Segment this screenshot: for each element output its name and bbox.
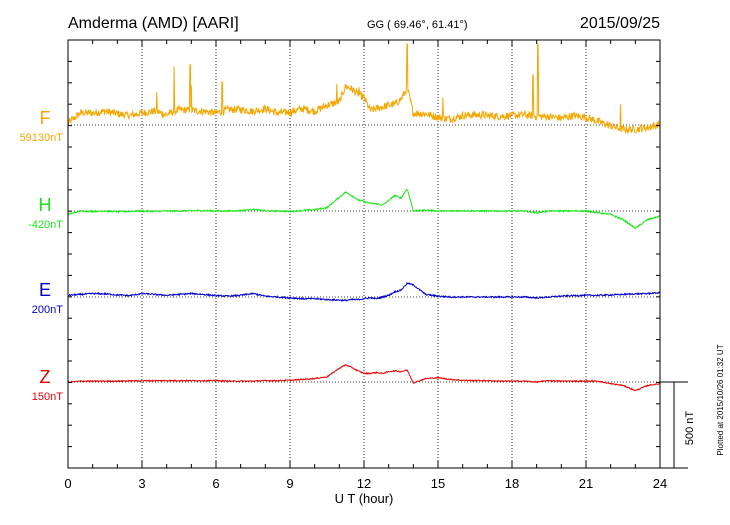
series-name-h: H bbox=[39, 195, 52, 215]
trace-e bbox=[67, 282, 661, 302]
series-baseline-h: -420nT bbox=[28, 219, 63, 231]
x-tick-label: 24 bbox=[653, 476, 667, 491]
x-tick-label: 0 bbox=[64, 476, 71, 491]
date-label: 2015/09/25 bbox=[580, 15, 660, 32]
series-baseline-e: 200nT bbox=[32, 304, 63, 316]
series-name-f: F bbox=[40, 108, 51, 128]
x-tick-label: 21 bbox=[579, 476, 593, 491]
x-axis-label: U T (hour) bbox=[335, 491, 394, 506]
x-tick-label: 6 bbox=[212, 476, 219, 491]
trace-z bbox=[67, 364, 661, 392]
plotted-timestamp: Plotted at 2015/10/26 01:32 UT bbox=[716, 344, 725, 455]
trace-h bbox=[67, 188, 661, 230]
traces bbox=[67, 43, 661, 392]
station-title: Amderma (AMD) [AARI] bbox=[68, 15, 239, 32]
series-baseline-f: 59130nT bbox=[20, 132, 64, 144]
series-name-e: E bbox=[39, 280, 51, 300]
x-axis-tick-labels: 0 3 6 9 12 15 18 21 24 bbox=[64, 476, 667, 491]
series-name-z: Z bbox=[40, 367, 51, 387]
scale-bar: 500 nT bbox=[660, 381, 696, 469]
x-tick-label: 3 bbox=[138, 476, 145, 491]
series-labels: F 59130nT H -420nT E 200nT Z 150nT bbox=[20, 108, 64, 403]
x-axis-ticks bbox=[67, 39, 661, 469]
x-tick-label: 12 bbox=[357, 476, 371, 491]
x-tick-label: 18 bbox=[505, 476, 519, 491]
series-baseline-z: 150nT bbox=[32, 391, 63, 403]
coordinates-label: GG ( 69.46°, 61.41°) bbox=[367, 19, 468, 31]
x-tick-label: 9 bbox=[286, 476, 293, 491]
x-tick-label: 15 bbox=[431, 476, 445, 491]
trace-f bbox=[67, 43, 661, 135]
scale-bar-label: 500 nT bbox=[684, 411, 696, 446]
grid bbox=[141, 40, 587, 468]
